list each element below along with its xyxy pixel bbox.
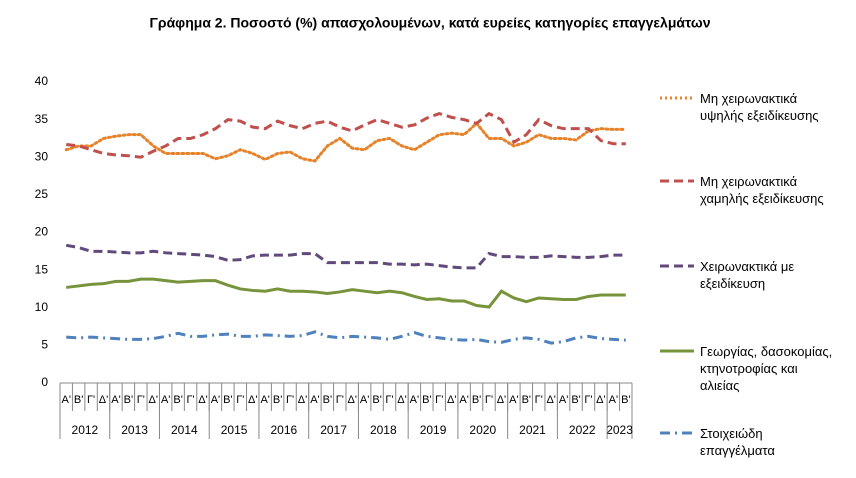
series-line (65, 243, 626, 270)
x-tick-label: Β' (372, 394, 381, 406)
x-tick-label: Γ' (435, 394, 443, 406)
x-tick-label: Α' (559, 394, 568, 406)
x-tick-label: Α' (459, 394, 468, 406)
x-tick-label: Γ' (137, 394, 145, 406)
y-tick-label: 20 (35, 225, 49, 239)
year-label: 2012 (72, 423, 99, 437)
x-tick-label: Δ' (198, 394, 207, 406)
legend-label: Μη χειρωνακτικά υψηλής εξειδίκευσης (700, 91, 819, 123)
x-tick-label: Β' (273, 394, 282, 406)
legend-label: Στοιχειώδη επαγγέλματα (700, 426, 775, 458)
x-tick-label: Β' (74, 394, 83, 406)
y-tick-label: 30 (35, 149, 49, 163)
legend-label: Χειρωνακτικά με εξειδίκευση (700, 259, 795, 291)
x-tick-label: Α' (161, 394, 170, 406)
year-label: 2013 (121, 423, 148, 437)
series-line (66, 277, 626, 309)
legend-label: Γεωργίας, δασοκομίας, κτηνοτροφίας και α… (700, 344, 833, 393)
series-line (66, 111, 626, 159)
x-tick-label: Β' (124, 394, 133, 406)
year-label: 2017 (320, 423, 347, 437)
x-tick-label: Δ' (248, 394, 257, 406)
x-tick-label: Β' (472, 394, 481, 406)
year-label: 2022 (569, 423, 596, 437)
x-tick-label: Δ' (298, 394, 307, 406)
x-tick-label: Α' (310, 394, 319, 406)
y-tick-label: 5 (41, 338, 48, 352)
x-tick-label: Δ' (497, 394, 506, 406)
x-tick-label: Α' (61, 394, 70, 406)
x-tick-label: Δ' (447, 394, 456, 406)
year-label: 2021 (519, 423, 546, 437)
series-line (66, 330, 626, 345)
x-tick-label: Γ' (385, 394, 393, 406)
y-tick-label: 10 (35, 300, 49, 314)
x-tick-label: Γ' (186, 394, 194, 406)
y-tick-label: 0 (41, 375, 48, 389)
x-tick-label: Γ' (485, 394, 493, 406)
x-tick-label: Δ' (149, 394, 158, 406)
x-tick-label: Δ' (596, 394, 605, 406)
x-tick-label: Β' (522, 394, 531, 406)
y-tick-label: 15 (35, 262, 49, 276)
x-tick-label: Γ' (286, 394, 294, 406)
x-tick-label: Α' (609, 394, 618, 406)
x-tick-label: Γ' (87, 394, 95, 406)
year-label: 2018 (370, 423, 397, 437)
x-tick-label: Α' (260, 394, 269, 406)
x-tick-label: Γ' (535, 394, 543, 406)
x-tick-label: Β' (223, 394, 232, 406)
x-tick-label: Γ' (336, 394, 344, 406)
series-line (64, 121, 628, 163)
year-label: 2020 (469, 423, 496, 437)
chart-title: Γράφημα 2. Ποσοστό (%) απασχολουμένων, κ… (150, 15, 711, 31)
y-tick-label: 40 (35, 74, 49, 88)
x-tick-label: Δ' (347, 394, 356, 406)
year-label: 2015 (221, 423, 248, 437)
x-tick-label: Δ' (546, 394, 555, 406)
x-tick-label: Β' (173, 394, 182, 406)
x-tick-label: Γ' (236, 394, 244, 406)
x-tick-label: Α' (211, 394, 220, 406)
x-tick-label: Α' (111, 394, 120, 406)
year-label: 2014 (171, 423, 198, 437)
x-tick-label: Β' (323, 394, 332, 406)
x-tick-label: Δ' (397, 394, 406, 406)
x-tick-label: Β' (422, 394, 431, 406)
legend-label: Μη χειρωνακτικά χαμηλής εξειδίκευσης (700, 174, 824, 206)
year-label: 2016 (270, 423, 297, 437)
x-tick-label: Γ' (584, 394, 592, 406)
x-tick-label: Δ' (99, 394, 108, 406)
year-label: 2019 (420, 423, 447, 437)
x-tick-label: Β' (571, 394, 580, 406)
x-tick-label: Β' (621, 394, 630, 406)
y-tick-label: 25 (35, 187, 49, 201)
x-tick-label: Α' (410, 394, 419, 406)
x-tick-label: Α' (360, 394, 369, 406)
x-tick-label: Α' (509, 394, 518, 406)
year-label: 2023 (606, 423, 633, 437)
y-tick-label: 35 (35, 112, 49, 126)
